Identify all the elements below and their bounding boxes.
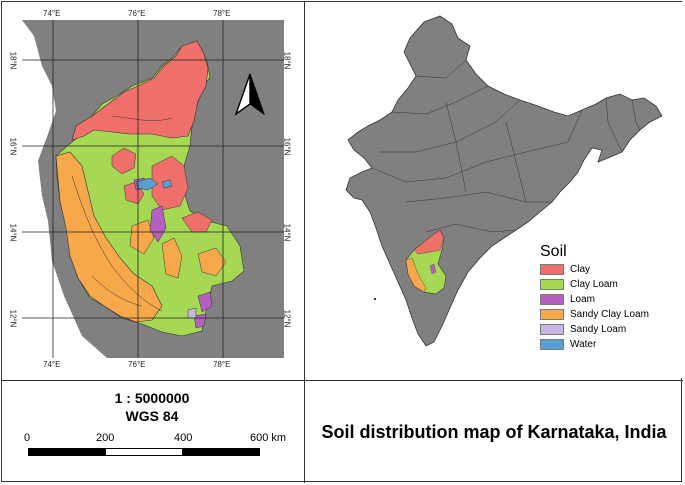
region-sandy-clay-loam-2 — [197, 247, 227, 277]
arabian-sea — [22, 20, 107, 358]
legend-label: Clay Loam — [570, 279, 618, 290]
legend: Soil Clay Clay Loam Loam Sandy Clay Loam San… — [540, 243, 680, 353]
karnataka-map-canvas — [12, 6, 292, 372]
scale-label-600-km: 600 km — [250, 432, 287, 444]
legend-swatch — [540, 264, 564, 275]
region-clay-patch-1 — [111, 147, 137, 175]
legend-label: Clay — [570, 264, 591, 275]
lon-tick-top-76: 76°E — [128, 9, 146, 18]
lon-tick-bottom-78: 78°E — [213, 360, 231, 369]
legend-label: Sandy Clay Loam — [570, 309, 649, 320]
karnataka-soil-map: 74°E 76°E 78°E 74°E 76°E 78°E 18°N 16°N … — [8, 6, 292, 372]
legend-label: Water — [570, 339, 597, 350]
region-loam-3 — [193, 313, 207, 329]
crs-label: WGS 84 — [125, 408, 179, 424]
lon-tick-top-78: 78°E — [213, 9, 231, 18]
lat-tick-left-12: 12°N — [8, 309, 18, 328]
scale-label-400: 400 — [174, 432, 193, 444]
legend-items: Clay Clay Loam Loam Sandy Clay Loam Sandy Lo… — [540, 263, 680, 351]
map-title: Soil distribution map of Karnataka, Indi… — [321, 421, 667, 442]
legend-title: Soil — [540, 243, 567, 260]
lon-tick-bottom-74: 74°E — [43, 360, 61, 369]
lat-tick-right-16: 16°N — [282, 137, 292, 156]
scale-label-0: 0 — [24, 432, 31, 444]
lat-tick-right-12: 12°N — [282, 309, 292, 328]
scale-bar-segment-2 — [105, 448, 183, 456]
legend-swatch — [540, 279, 564, 290]
legend-item: Water — [540, 338, 680, 351]
scale-bar-segment-3 — [182, 448, 260, 456]
scale-bar-segment-1 — [28, 448, 106, 456]
graticule — [22, 20, 284, 358]
internal-boundary-3 — [91, 275, 143, 307]
lat-tick-right-18: 18°N — [282, 51, 292, 70]
region-sandy-clay-loam-3 — [161, 237, 183, 279]
india-karnataka-sandy-clay-loam — [405, 257, 427, 293]
island-dot — [374, 298, 376, 300]
region-loam-2 — [197, 291, 213, 313]
lat-tick-left-18: 18°N — [8, 51, 18, 70]
legend-swatch — [540, 324, 564, 335]
india-locator-map — [306, 2, 682, 378]
scale-ratio: 1 : 5000000 — [114, 390, 190, 406]
lat-tick-right-14: 14°N — [282, 223, 292, 242]
region-clay-patch-3 — [181, 211, 213, 233]
legend-item: Sandy Loam — [540, 323, 680, 336]
lon-tick-top-74: 74°E — [43, 9, 61, 18]
internal-boundary-1 — [71, 175, 163, 312]
region-water-2 — [161, 179, 173, 189]
state-boundaries — [371, 59, 641, 233]
panel-divider-horizontal — [1, 380, 683, 381]
legend-item: Sandy Clay Loam — [540, 308, 680, 321]
region-sandy-clay-loam-1 — [129, 219, 155, 255]
lat-tick-left-14: 14°N — [8, 223, 18, 242]
north-arrow-icon — [234, 73, 265, 116]
india-karnataka-clay — [413, 229, 445, 255]
legend-swatch — [540, 339, 564, 350]
legend-label: Sandy Loam — [570, 324, 627, 335]
lon-tick-bottom-76: 76°E — [128, 360, 146, 369]
internal-boundary-2 — [111, 115, 173, 121]
title-panel: Soil distribution map of Karnataka, Indi… — [306, 382, 682, 482]
legend-item: Clay — [540, 263, 680, 276]
legend-label: Loam — [570, 294, 596, 305]
region-clay-north — [71, 40, 209, 141]
lat-tick-left-16: 16°N — [8, 137, 18, 156]
india-map-canvas — [306, 2, 682, 378]
panel-divider-vertical — [304, 1, 305, 483]
scale-label-200: 200 — [96, 432, 115, 444]
region-loam-1 — [149, 205, 167, 243]
legend-swatch — [540, 294, 564, 305]
legend-item: Loam — [540, 293, 680, 306]
legend-item: Clay Loam — [540, 278, 680, 291]
region-sandy-loam — [187, 307, 197, 319]
region-sandy-clay-loam-west — [55, 151, 163, 323]
legend-swatch — [540, 309, 564, 320]
scale-panel: 1 : 5000000 WGS 84 0 200 400 600 km — [2, 382, 304, 482]
india-karnataka-loam — [429, 263, 437, 275]
